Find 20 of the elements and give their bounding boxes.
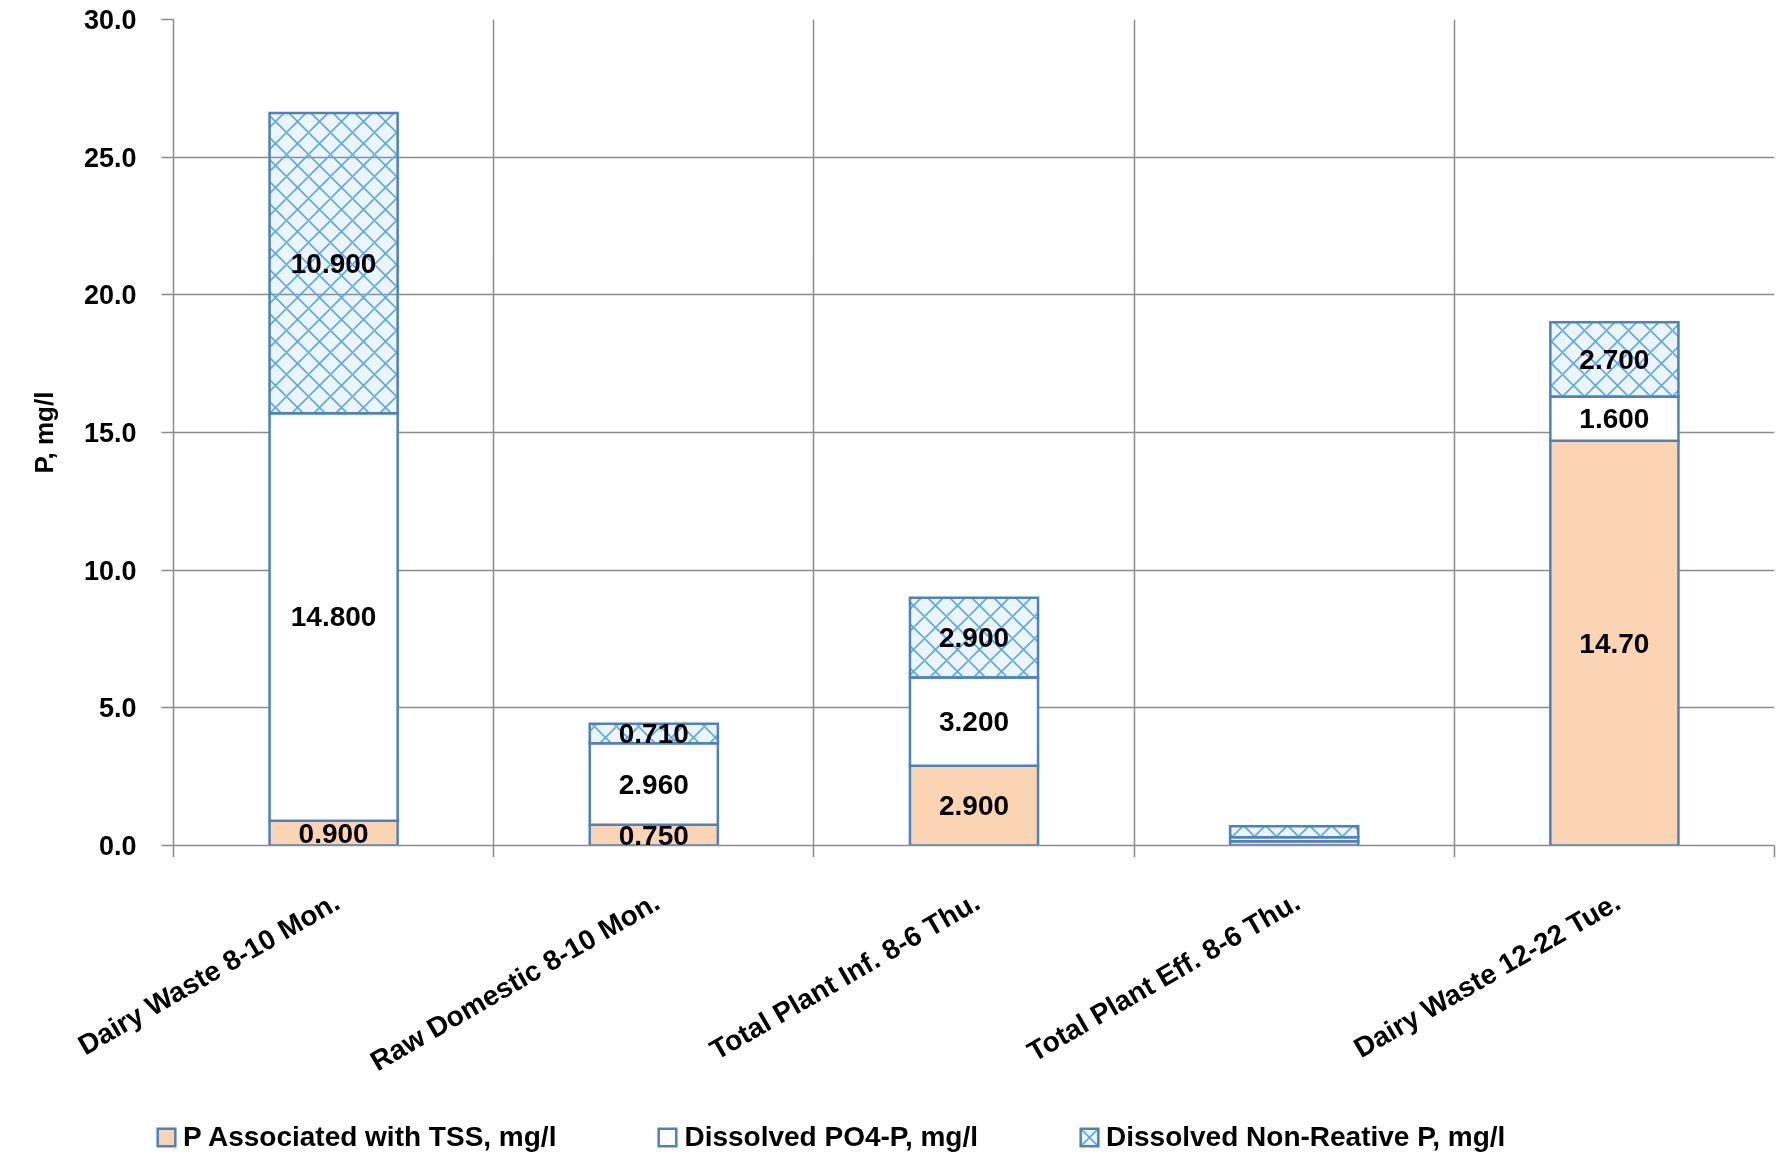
- legend-label: Dissolved PO4-P, mg/l: [684, 1121, 979, 1153]
- data-label: 2.900: [938, 790, 1010, 822]
- data-label: 14.70: [1579, 627, 1650, 659]
- y-axis-title: P, mg/l: [28, 391, 59, 474]
- y-tick-label: 25.0: [83, 142, 137, 173]
- y-tick-label: 10.0: [83, 555, 137, 586]
- data-label: 2.960: [618, 768, 689, 800]
- x-tick-label: Total Plant Inf. 8-6 Thu.: [704, 885, 986, 1066]
- data-label: 3.200: [938, 706, 1010, 738]
- legend-label: P Associated with TSS, mg/l: [183, 1121, 557, 1153]
- y-tick-label: 5.0: [98, 693, 137, 724]
- y-tick-label: 0.0: [98, 831, 137, 861]
- y-tick-label: 20.0: [83, 280, 137, 311]
- data-label: 0.900: [298, 817, 369, 849]
- data-label: 14.800: [290, 601, 377, 633]
- data-label: 1.600: [1579, 403, 1650, 435]
- legend-label: Dissolved Non-Reative P, mg/l: [1106, 1121, 1506, 1153]
- y-tick-label: 15.0: [83, 418, 137, 448]
- data-label: 0.750: [618, 819, 689, 851]
- y-tick-label: 30.0: [83, 5, 137, 35]
